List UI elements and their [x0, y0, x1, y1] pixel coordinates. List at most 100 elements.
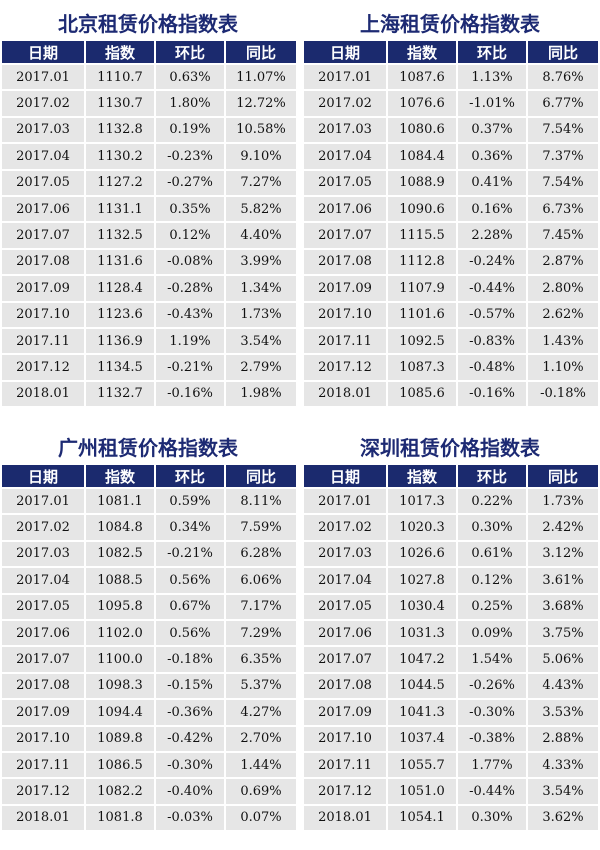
cell-mom: 0.30% — [458, 515, 526, 540]
cell-mom: 1.54% — [458, 647, 526, 672]
cell-index: 1134.5 — [86, 355, 154, 380]
table-row: 2017.06 1102.0 0.56% 7.29% — [2, 620, 296, 646]
cell-mom: -1.01% — [458, 91, 526, 116]
cell-yoy: 3.68% — [528, 594, 598, 619]
shenzhen-rent-index-table: 日期 指数 环比 同比 2017.01 1017.3 0.22% 1.73% 2017.02 10… — [302, 463, 600, 832]
cell-date: 2017.12 — [304, 355, 386, 380]
cell-yoy: 1.73% — [528, 489, 598, 514]
cell-date: 2017.08 — [2, 249, 84, 275]
cell-date: 2017.01 — [304, 65, 386, 90]
cell-mom: -0.43% — [156, 302, 224, 327]
cell-yoy: 1.73% — [226, 302, 296, 327]
table-row: 2017.07 1115.5 2.28% 7.45% — [304, 223, 598, 248]
cell-mom: -0.28% — [156, 276, 224, 301]
cell-date: 2017.07 — [2, 647, 84, 672]
table-row: 2017.03 1082.5 -0.21% 6.28% — [2, 541, 296, 567]
cell-index: 1030.4 — [388, 594, 456, 619]
cell-date: 2017.09 — [304, 276, 386, 301]
cell-mom: 1.80% — [156, 91, 224, 116]
cell-date: 2018.01 — [304, 381, 386, 407]
cell-index: 1080.6 — [388, 117, 456, 143]
table-row: 2017.05 1030.4 0.25% 3.68% — [304, 594, 598, 619]
cell-index: 1131.6 — [86, 249, 154, 275]
cell-yoy: 6.28% — [226, 541, 296, 567]
cell-date: 2017.09 — [2, 700, 84, 725]
cell-mom: 1.13% — [458, 65, 526, 90]
table-row: 2018.01 1085.6 -0.16% -0.18% — [304, 381, 598, 407]
cell-yoy: 1.34% — [226, 276, 296, 301]
shanghai-rent-index-table: 日期 指数 环比 同比 2017.01 1087.6 1.13% 8.76% 2017.02 10… — [302, 39, 600, 408]
cell-mom: 0.41% — [458, 170, 526, 195]
table-row: 2018.01 1132.7 -0.16% 1.98% — [2, 381, 296, 407]
table-row: 2017.07 1100.0 -0.18% 6.35% — [2, 647, 296, 672]
cell-yoy: 5.37% — [226, 673, 296, 699]
cell-index: 1102.0 — [86, 620, 154, 646]
cell-yoy: 9.10% — [226, 144, 296, 169]
cell-yoy: 1.98% — [226, 381, 296, 407]
column-header-yoy: 同比 — [226, 41, 296, 63]
cell-mom: 0.61% — [458, 541, 526, 567]
cell-index: 1132.7 — [86, 381, 154, 407]
cell-date: 2017.10 — [304, 726, 386, 751]
table-row: 2017.06 1031.3 0.09% 3.75% — [304, 620, 598, 646]
table-row: 2017.05 1095.8 0.67% 7.17% — [2, 594, 296, 619]
cell-yoy: 10.58% — [226, 117, 296, 143]
cell-yoy: 3.54% — [226, 328, 296, 354]
cell-index: 1031.3 — [388, 620, 456, 646]
table-row: 2017.12 1051.0 -0.44% 3.54% — [304, 779, 598, 804]
cell-date: 2017.12 — [304, 779, 386, 804]
cell-index: 1088.5 — [86, 568, 154, 593]
cell-index: 1041.3 — [388, 700, 456, 725]
cell-date: 2017.04 — [2, 144, 84, 169]
cell-date: 2017.10 — [2, 302, 84, 327]
cell-date: 2017.05 — [304, 170, 386, 195]
cell-index: 1084.8 — [86, 515, 154, 540]
cell-yoy: 2.42% — [528, 515, 598, 540]
cell-index: 1047.2 — [388, 647, 456, 672]
column-header-index: 指数 — [388, 465, 456, 487]
cell-date: 2018.01 — [2, 381, 84, 407]
cell-mom: 0.12% — [458, 568, 526, 593]
table-row: 2017.02 1020.3 0.30% 2.42% — [304, 515, 598, 540]
cell-date: 2017.05 — [2, 170, 84, 195]
cell-date: 2017.10 — [2, 726, 84, 751]
cell-yoy: 7.54% — [528, 117, 598, 143]
cell-index: 1088.9 — [388, 170, 456, 195]
table-row: 2017.06 1131.1 0.35% 5.82% — [2, 196, 296, 222]
cell-mom: -0.23% — [156, 144, 224, 169]
cell-mom: 0.37% — [458, 117, 526, 143]
table-row: 2017.02 1130.7 1.80% 12.72% — [2, 91, 296, 116]
cell-index: 1100.0 — [86, 647, 154, 672]
column-header-index: 指数 — [388, 41, 456, 63]
cell-yoy: 3.99% — [226, 249, 296, 275]
cell-index: 1132.5 — [86, 223, 154, 248]
cell-mom: -0.30% — [156, 752, 224, 778]
cell-yoy: 1.43% — [528, 328, 598, 354]
table-row: 2018.01 1081.8 -0.03% 0.07% — [2, 805, 296, 831]
cell-yoy: 3.61% — [528, 568, 598, 593]
cell-index: 1017.3 — [388, 489, 456, 514]
table-row: 2017.06 1090.6 0.16% 6.73% — [304, 196, 598, 222]
cell-index: 1130.2 — [86, 144, 154, 169]
table-row: 2017.03 1026.6 0.61% 3.12% — [304, 541, 598, 567]
cell-yoy: 4.27% — [226, 700, 296, 725]
cell-mom: -0.57% — [458, 302, 526, 327]
cell-yoy: 7.54% — [528, 170, 598, 195]
cell-date: 2017.02 — [2, 515, 84, 540]
cell-yoy: 0.07% — [226, 805, 296, 831]
cell-mom: 2.28% — [458, 223, 526, 248]
cell-date: 2017.12 — [2, 355, 84, 380]
cell-date: 2017.09 — [2, 276, 84, 301]
cell-index: 1090.6 — [388, 196, 456, 222]
cell-mom: -0.38% — [458, 726, 526, 751]
cell-mom: 0.63% — [156, 65, 224, 90]
cell-mom: 0.56% — [156, 568, 224, 593]
cell-index: 1020.3 — [388, 515, 456, 540]
cell-yoy: 3.62% — [528, 805, 598, 831]
cell-mom: 0.34% — [156, 515, 224, 540]
cell-date: 2017.02 — [2, 91, 84, 116]
cell-index: 1115.5 — [388, 223, 456, 248]
cell-mom: -0.42% — [156, 726, 224, 751]
table-row: 2017.10 1037.4 -0.38% 2.88% — [304, 726, 598, 751]
cell-yoy: 7.29% — [226, 620, 296, 646]
